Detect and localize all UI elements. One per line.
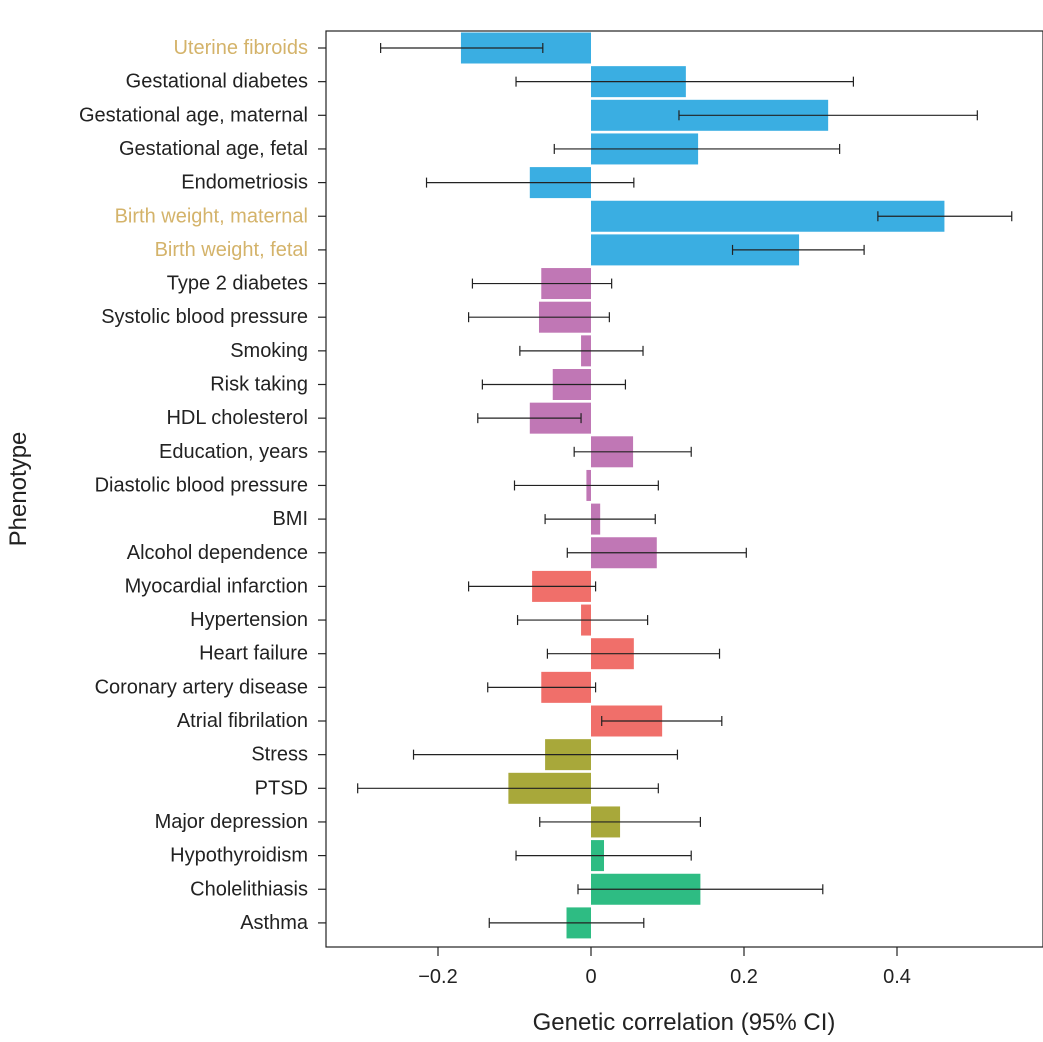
y-tick-label: Atrial fibrilation (177, 710, 308, 732)
y-tick-label: Cholelithiasis (190, 878, 308, 900)
y-tick-label: Hypothyroidism (170, 845, 308, 867)
error-bars-layer (357, 43, 1013, 928)
y-tick-label: Systolic blood pressure (101, 306, 308, 328)
y-tick-label: Diastolic blood pressure (95, 474, 308, 496)
y-tick-label: PTSD (255, 777, 308, 799)
y-tick-label: Stress (251, 744, 308, 766)
y-tick-label: Gestational diabetes (126, 71, 308, 93)
y-tick-label: Gestational age, fetal (119, 138, 308, 160)
y-axis-tick-labels: Uterine fibroids Gestational diabetes Gest… (79, 37, 326, 934)
y-tick-label: Education, years (159, 441, 308, 463)
y-tick-label: HDL cholesterol (166, 407, 308, 429)
x-axis-title: Genetic correlation (95% CI) (533, 1009, 836, 1036)
x-axis-ticks: −0.2 0 0.2 0.4 (418, 947, 911, 988)
y-tick-label: Uterine fibroids (173, 37, 308, 59)
y-tick-label: Hypertension (190, 609, 308, 631)
y-axis-title: Phenotype (5, 432, 32, 547)
y-tick-label: Coronary artery disease (95, 676, 308, 698)
y-tick-label: Type 2 diabetes (167, 273, 308, 295)
y-tick-label: Heart failure (199, 643, 308, 665)
y-tick-label: Birth weight, fetal (155, 239, 308, 261)
y-tick-label: Endometriosis (181, 172, 308, 194)
x-tick-label: −0.2 (418, 966, 457, 988)
plot-frame (325, 30, 1043, 948)
x-tick-label: 0.4 (883, 966, 911, 988)
x-tick-label: 0 (585, 966, 596, 988)
y-tick-label: Major depression (155, 811, 308, 833)
y-tick-label: Smoking (230, 340, 308, 362)
y-tick-label: Myocardial infarction (125, 575, 308, 597)
y-tick-label: Gestational age, maternal (79, 104, 308, 126)
x-tick-label: 0.2 (730, 966, 758, 988)
y-tick-label: Alcohol dependence (127, 542, 308, 564)
y-tick-label: Asthma (240, 912, 309, 934)
y-tick-label: Risk taking (210, 374, 308, 396)
y-tick-label: BMI (272, 508, 308, 530)
y-tick-label: Birth weight, maternal (115, 205, 308, 227)
